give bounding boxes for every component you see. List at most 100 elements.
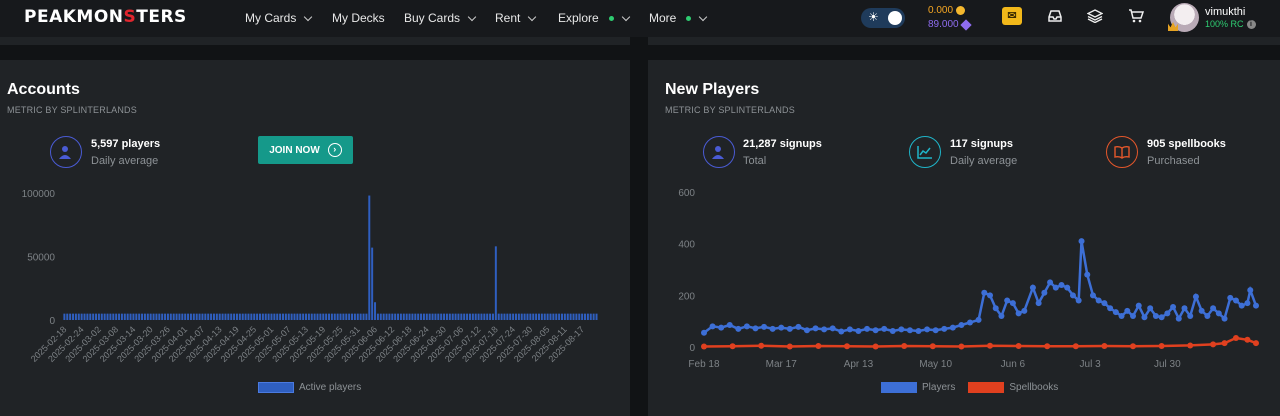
data-point [1232,297,1239,304]
bar [489,313,492,320]
x-tick-label: Jul 3 [1080,359,1102,370]
bar [161,313,164,320]
nav-my-cards[interactable]: My Cards [245,11,313,25]
voucher-balance[interactable]: 89.000 [928,18,972,31]
bar [503,313,506,320]
bar [141,313,144,320]
username[interactable]: vimukthi [1205,6,1246,18]
bar [296,313,299,320]
data-point [709,323,716,330]
bar [526,313,529,320]
bar [215,313,218,320]
nav-explore[interactable]: Explore [558,11,630,25]
x-tick-label: Jun 6 [1001,359,1026,370]
bar [100,313,103,320]
x-tick-label: Jul 30 [1154,359,1181,370]
bar [399,313,402,320]
layers-icon[interactable] [1086,9,1104,27]
bar [83,313,86,320]
bar [66,313,69,320]
data-point [1244,336,1251,343]
data-point [958,322,965,329]
new-players-subtitle: METRIC BY SPLINTERLANDS [665,105,795,115]
bar [118,313,121,320]
cart-icon[interactable] [1127,9,1145,27]
bar [276,313,279,320]
bar [89,313,92,320]
accounts-stat-label: Daily average [91,155,159,167]
chat-icon[interactable]: ✉ [1002,7,1022,25]
data-point [829,325,836,332]
bar [328,313,330,320]
inbox-icon[interactable] [1046,9,1064,27]
data-point [1052,284,1059,291]
data-point [1101,342,1108,349]
bar [86,313,89,320]
bar [210,313,213,320]
bar [152,313,155,320]
y-tick-label: 200 [678,291,695,302]
toggle-knob [888,11,902,25]
bar [348,313,351,320]
bar [192,313,195,320]
bar [120,313,123,320]
gold-balance[interactable]: 0.000 [928,5,966,16]
peakmonsters-logo[interactable]: PEAKMONSTERS [24,7,187,27]
bar [207,313,210,320]
bar [371,247,374,320]
bar [578,313,581,320]
bar [376,313,379,320]
bar [480,313,483,320]
join-now-button[interactable]: JOIN NOW › [258,136,353,164]
data-point [889,327,896,334]
data-point [898,326,905,333]
data-point [844,343,851,350]
bar [330,313,333,320]
y-tick-label: 0 [49,316,55,327]
nav-buy-cards[interactable]: Buy Cards [404,11,477,25]
bar [270,313,273,320]
data-point [1130,313,1137,319]
data-point [987,342,994,349]
data-point [846,326,853,333]
bar [189,313,192,320]
bar [310,313,313,320]
nav-my-decks[interactable]: My Decks [332,11,385,25]
signups-daily-value: 117 signups [950,138,1013,150]
new-indicator-dot [686,15,692,21]
bar [517,313,520,320]
nav-more[interactable]: More [649,11,708,25]
data-point [786,325,793,332]
data-point [924,326,931,333]
chevron-down-icon [699,12,708,21]
bar [425,313,428,320]
data-point [1187,342,1194,349]
data-point [815,342,822,349]
data-point [838,328,845,335]
bar [411,313,414,320]
bar [543,313,546,320]
info-icon[interactable]: i [1246,19,1256,29]
data-point [1204,313,1211,319]
bar [319,313,322,320]
data-point [1215,310,1222,317]
bar [420,313,423,320]
gem-icon [959,18,972,31]
data-point [769,325,776,332]
data-point [803,327,810,334]
bar [353,313,356,320]
bar [529,313,532,320]
data-point [701,329,707,336]
bar [589,313,592,320]
bar [279,313,282,320]
theme-toggle[interactable]: ☀ [861,8,905,28]
bar [397,313,400,320]
series-line [703,240,1258,334]
bar [109,313,112,320]
data-point [1170,303,1177,310]
nav-rent[interactable]: Rent [495,11,537,25]
bar [241,313,244,320]
data-point [901,342,908,349]
bar [595,313,598,320]
bar [305,313,307,320]
